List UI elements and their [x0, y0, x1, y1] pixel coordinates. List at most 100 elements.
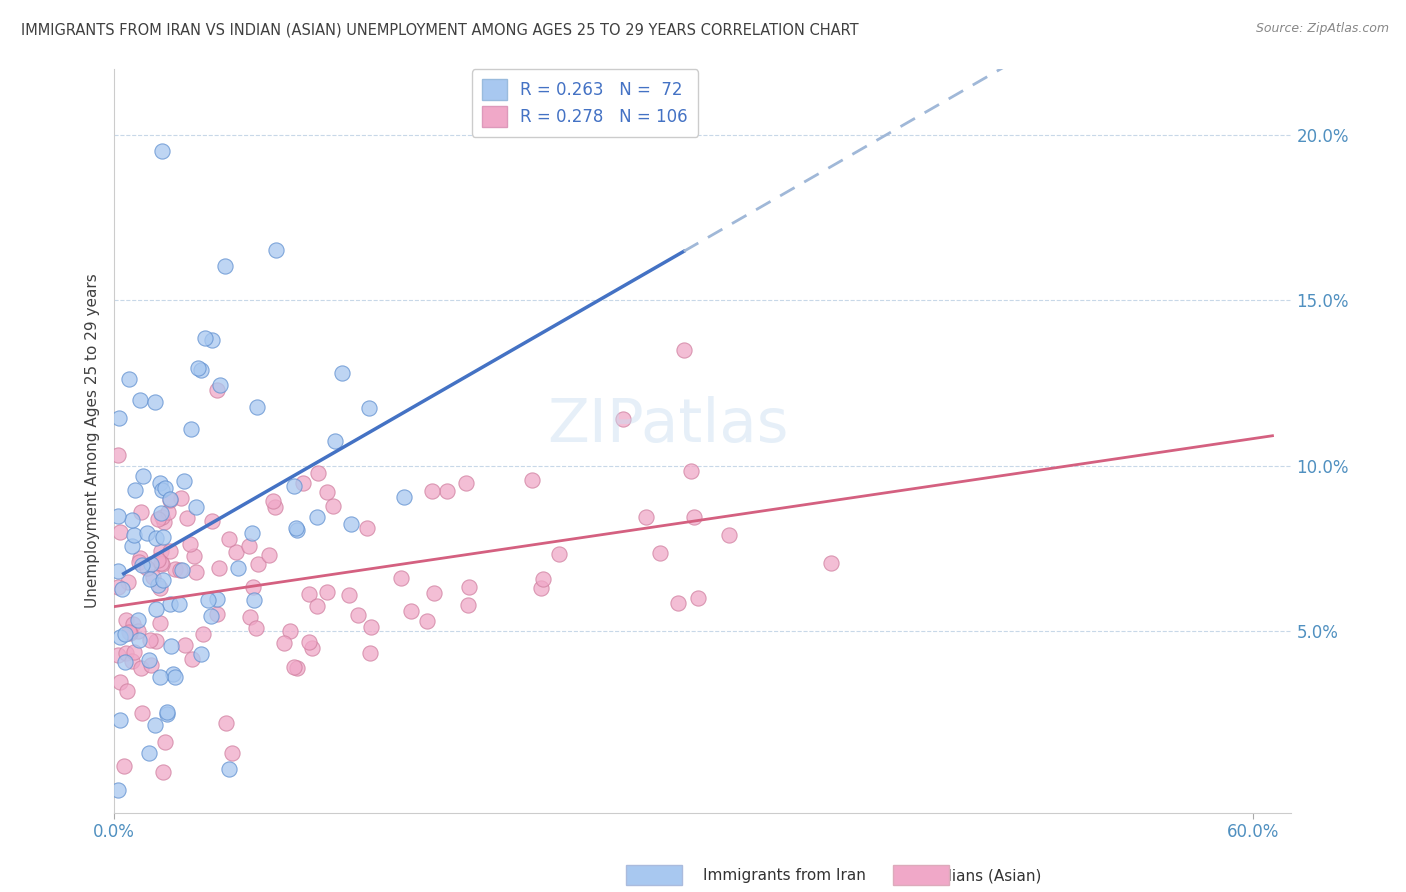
- Point: [672, 343, 695, 357]
- Point: [127, 613, 149, 627]
- Point: [200, 609, 222, 624]
- Point: [138, 653, 160, 667]
- Point: [128, 555, 150, 569]
- Point: [187, 360, 209, 375]
- Point: [150, 558, 173, 572]
- Point: [107, 782, 129, 797]
- Point: [356, 521, 378, 535]
- Point: [131, 558, 153, 573]
- Point: [208, 560, 231, 574]
- Point: [108, 675, 131, 690]
- Point: [115, 683, 138, 698]
- Point: [108, 713, 131, 727]
- Point: [207, 607, 229, 622]
- Point: [107, 448, 129, 462]
- Point: [152, 573, 174, 587]
- Point: [122, 528, 145, 542]
- Point: [201, 514, 224, 528]
- Point: [150, 509, 173, 524]
- Point: [149, 670, 172, 684]
- Point: [174, 638, 197, 652]
- Point: [201, 333, 224, 347]
- Point: [257, 548, 280, 562]
- Point: [153, 735, 176, 749]
- Point: [389, 571, 412, 585]
- Point: [152, 530, 174, 544]
- Point: [110, 582, 132, 596]
- Point: [138, 746, 160, 760]
- Point: [159, 491, 181, 506]
- Point: [298, 634, 321, 648]
- Point: [114, 613, 136, 627]
- Point: [263, 500, 285, 515]
- Point: [150, 145, 173, 159]
- Point: [146, 512, 169, 526]
- Point: [129, 661, 152, 675]
- Point: [416, 615, 439, 629]
- Point: [163, 562, 186, 576]
- Point: [162, 666, 184, 681]
- Point: [110, 525, 132, 540]
- Point: [194, 331, 217, 345]
- Point: [159, 543, 181, 558]
- Point: [612, 412, 634, 426]
- Point: [548, 547, 571, 561]
- Point: [145, 602, 167, 616]
- Text: Source: ZipAtlas.com: Source: ZipAtlas.com: [1256, 22, 1389, 36]
- Text: Indians (Asian): Indians (Asian): [928, 869, 1042, 883]
- Point: [167, 598, 190, 612]
- Point: [307, 509, 329, 524]
- Point: [184, 565, 207, 579]
- Y-axis label: Unemployment Among Ages 25 to 29 years: Unemployment Among Ages 25 to 29 years: [86, 273, 100, 608]
- Point: [149, 556, 172, 570]
- Point: [205, 592, 228, 607]
- Point: [531, 572, 554, 586]
- Point: [139, 658, 162, 673]
- Point: [285, 523, 308, 537]
- Point: [146, 578, 169, 592]
- Point: [145, 633, 167, 648]
- Point: [149, 543, 172, 558]
- Point: [322, 500, 344, 514]
- Point: [307, 599, 329, 613]
- Point: [688, 591, 710, 605]
- Point: [153, 516, 176, 530]
- Point: [190, 363, 212, 377]
- Point: [360, 620, 382, 634]
- Point: [149, 581, 172, 595]
- Text: ZIPatlas: ZIPatlas: [547, 396, 789, 455]
- Point: [114, 655, 136, 669]
- Point: [243, 593, 266, 607]
- Point: [298, 587, 321, 601]
- Point: [221, 747, 243, 761]
- Point: [245, 621, 267, 635]
- Point: [648, 546, 671, 560]
- Point: [285, 661, 308, 675]
- Point: [128, 633, 150, 648]
- Point: [218, 762, 240, 776]
- Point: [136, 560, 159, 574]
- Point: [262, 493, 284, 508]
- Point: [190, 647, 212, 661]
- Point: [145, 531, 167, 545]
- Point: [242, 580, 264, 594]
- Point: [301, 640, 323, 655]
- Point: [401, 604, 423, 618]
- Point: [246, 400, 269, 414]
- Point: [239, 610, 262, 624]
- Point: [131, 706, 153, 720]
- Point: [242, 525, 264, 540]
- Point: [278, 624, 301, 639]
- Point: [176, 511, 198, 525]
- Point: [129, 393, 152, 408]
- Point: [215, 716, 238, 731]
- Point: [163, 670, 186, 684]
- Point: [717, 528, 740, 542]
- Point: [679, 464, 702, 478]
- Point: [454, 476, 477, 491]
- Point: [107, 564, 129, 578]
- Point: [238, 540, 260, 554]
- Point: [246, 557, 269, 571]
- Point: [159, 639, 181, 653]
- Point: [122, 644, 145, 658]
